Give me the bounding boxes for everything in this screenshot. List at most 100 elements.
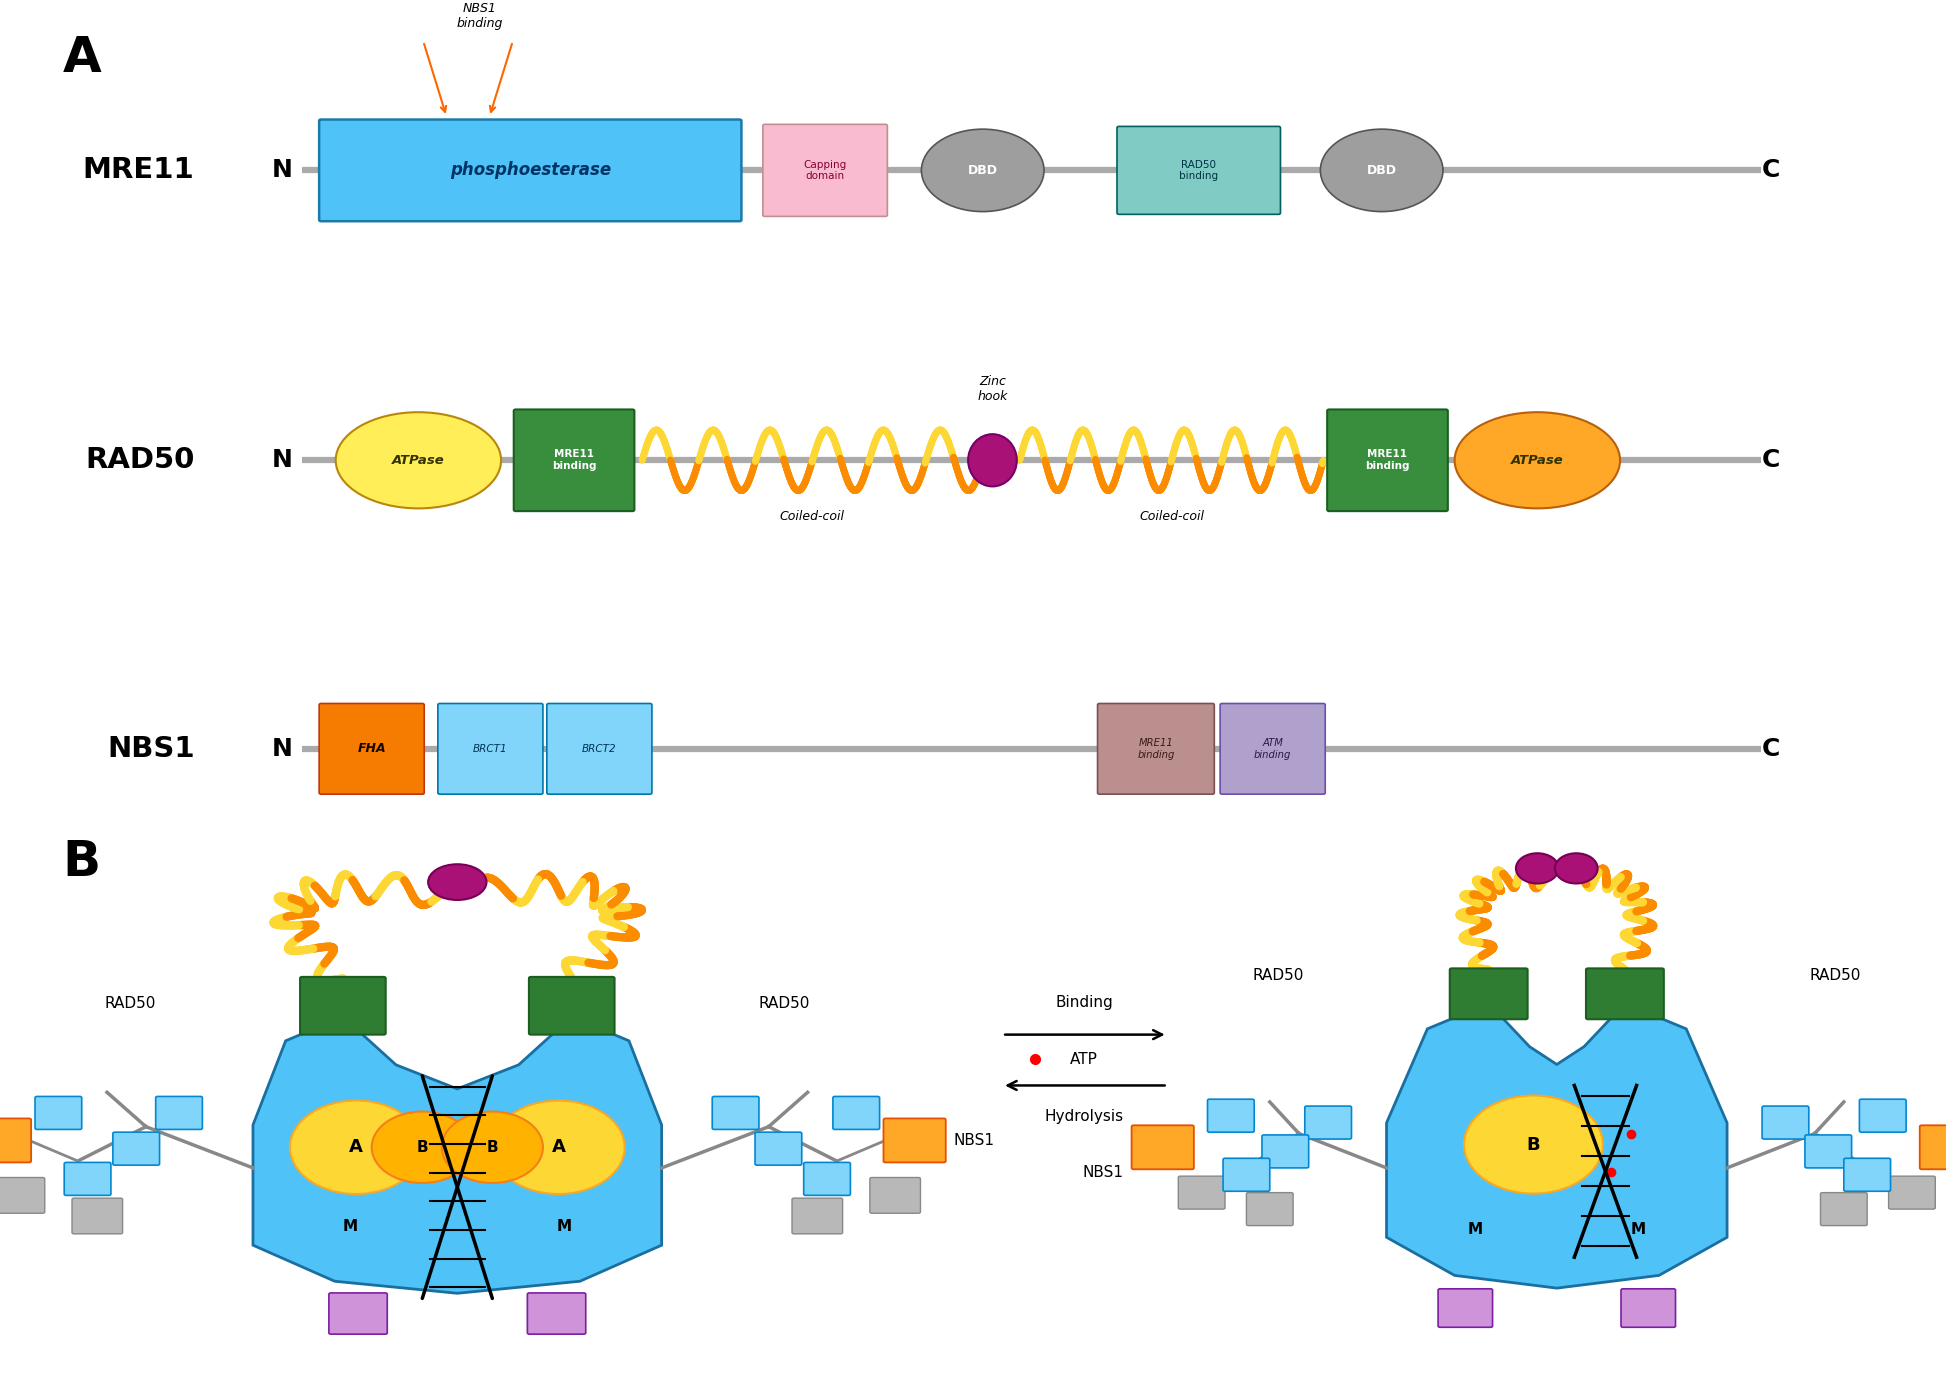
FancyBboxPatch shape [870, 1178, 920, 1213]
FancyBboxPatch shape [1438, 1289, 1493, 1327]
FancyBboxPatch shape [514, 409, 634, 511]
Text: RAD50: RAD50 [86, 447, 195, 474]
Ellipse shape [442, 1112, 543, 1183]
FancyBboxPatch shape [1919, 1125, 1946, 1169]
FancyBboxPatch shape [1117, 126, 1280, 214]
Text: FHA: FHA [358, 742, 385, 756]
Text: B: B [416, 1140, 428, 1154]
Ellipse shape [372, 1112, 473, 1183]
FancyBboxPatch shape [883, 1118, 946, 1162]
FancyBboxPatch shape [804, 1162, 850, 1195]
Text: Coiled-coil: Coiled-coil [1138, 510, 1205, 522]
Text: A: A [348, 1138, 364, 1157]
Text: RAD50: RAD50 [1810, 969, 1860, 982]
Text: C: C [1761, 736, 1781, 761]
Text: MRE11
binding: MRE11 binding [1366, 449, 1409, 471]
PathPatch shape [253, 1017, 662, 1293]
FancyBboxPatch shape [319, 120, 741, 221]
Text: N: N [272, 158, 292, 183]
FancyBboxPatch shape [35, 1096, 82, 1129]
Text: RAD50: RAD50 [1253, 969, 1304, 982]
Text: NBS1: NBS1 [107, 735, 195, 763]
FancyBboxPatch shape [1821, 1193, 1868, 1226]
FancyBboxPatch shape [319, 703, 424, 794]
Text: NBS1: NBS1 [1082, 1165, 1125, 1179]
FancyBboxPatch shape [792, 1198, 843, 1234]
Text: DBD: DBD [1366, 164, 1397, 177]
Ellipse shape [1555, 853, 1598, 883]
Ellipse shape [1456, 412, 1619, 508]
FancyBboxPatch shape [329, 1293, 387, 1334]
Text: M: M [557, 1220, 572, 1234]
FancyBboxPatch shape [1247, 1193, 1294, 1226]
FancyBboxPatch shape [1586, 969, 1664, 1020]
Text: ATPase: ATPase [391, 453, 446, 467]
FancyBboxPatch shape [1133, 1125, 1195, 1169]
Text: B: B [1526, 1135, 1541, 1154]
Ellipse shape [335, 412, 502, 508]
Text: ATM
binding: ATM binding [1253, 738, 1292, 760]
Text: B: B [486, 1140, 498, 1154]
Text: Capping
domain: Capping domain [804, 159, 847, 181]
FancyBboxPatch shape [1179, 1176, 1226, 1209]
Ellipse shape [922, 129, 1043, 212]
Text: N: N [272, 736, 292, 761]
FancyBboxPatch shape [833, 1096, 880, 1129]
Text: C: C [1761, 448, 1781, 473]
FancyBboxPatch shape [1098, 703, 1214, 794]
FancyBboxPatch shape [64, 1162, 111, 1195]
Text: RAD50
binding: RAD50 binding [1179, 159, 1218, 181]
Text: RAD50: RAD50 [759, 996, 810, 1010]
Text: DBD: DBD [967, 164, 998, 177]
FancyBboxPatch shape [527, 1293, 586, 1334]
Text: MRE11
binding: MRE11 binding [553, 449, 595, 471]
Text: A: A [551, 1138, 566, 1157]
Text: ATP: ATP [1070, 1052, 1098, 1066]
Text: NBS1
binding: NBS1 binding [457, 3, 504, 30]
Text: BRCT2: BRCT2 [582, 743, 617, 754]
Text: phosphoesterase: phosphoesterase [450, 161, 611, 180]
Ellipse shape [492, 1101, 625, 1194]
Text: RAD50: RAD50 [105, 996, 156, 1010]
Text: MRE11: MRE11 [84, 157, 195, 184]
FancyBboxPatch shape [1763, 1106, 1810, 1139]
FancyBboxPatch shape [1327, 409, 1448, 511]
Text: Coiled-coil: Coiled-coil [780, 510, 845, 522]
FancyBboxPatch shape [156, 1096, 202, 1129]
Text: M: M [1467, 1223, 1483, 1237]
FancyBboxPatch shape [1621, 1289, 1676, 1327]
Text: NBS1: NBS1 [954, 1134, 994, 1147]
FancyBboxPatch shape [0, 1118, 31, 1162]
FancyBboxPatch shape [1845, 1158, 1892, 1191]
Text: N: N [272, 448, 292, 473]
Text: A: A [62, 34, 101, 82]
Ellipse shape [1463, 1095, 1604, 1194]
FancyBboxPatch shape [755, 1132, 802, 1165]
FancyBboxPatch shape [113, 1132, 160, 1165]
Ellipse shape [969, 434, 1018, 486]
FancyBboxPatch shape [1224, 1158, 1271, 1191]
FancyBboxPatch shape [1888, 1176, 1934, 1209]
Ellipse shape [428, 864, 486, 900]
Text: MRE11
binding: MRE11 binding [1136, 738, 1175, 760]
FancyBboxPatch shape [1207, 1099, 1255, 1132]
FancyBboxPatch shape [1450, 969, 1528, 1020]
Ellipse shape [1516, 853, 1559, 883]
Text: BRCT1: BRCT1 [473, 743, 508, 754]
FancyBboxPatch shape [1261, 1135, 1308, 1168]
FancyBboxPatch shape [0, 1178, 45, 1213]
FancyBboxPatch shape [72, 1198, 123, 1234]
FancyBboxPatch shape [529, 977, 615, 1035]
Text: M: M [342, 1220, 358, 1234]
Text: Zinc
hook: Zinc hook [977, 375, 1008, 403]
Ellipse shape [1319, 129, 1442, 212]
PathPatch shape [1386, 1003, 1728, 1289]
FancyBboxPatch shape [712, 1096, 759, 1129]
Text: B: B [62, 838, 101, 886]
FancyBboxPatch shape [1220, 703, 1325, 794]
FancyBboxPatch shape [438, 703, 543, 794]
Ellipse shape [290, 1101, 422, 1194]
FancyBboxPatch shape [1806, 1135, 1853, 1168]
FancyBboxPatch shape [763, 124, 887, 216]
FancyBboxPatch shape [1860, 1099, 1907, 1132]
